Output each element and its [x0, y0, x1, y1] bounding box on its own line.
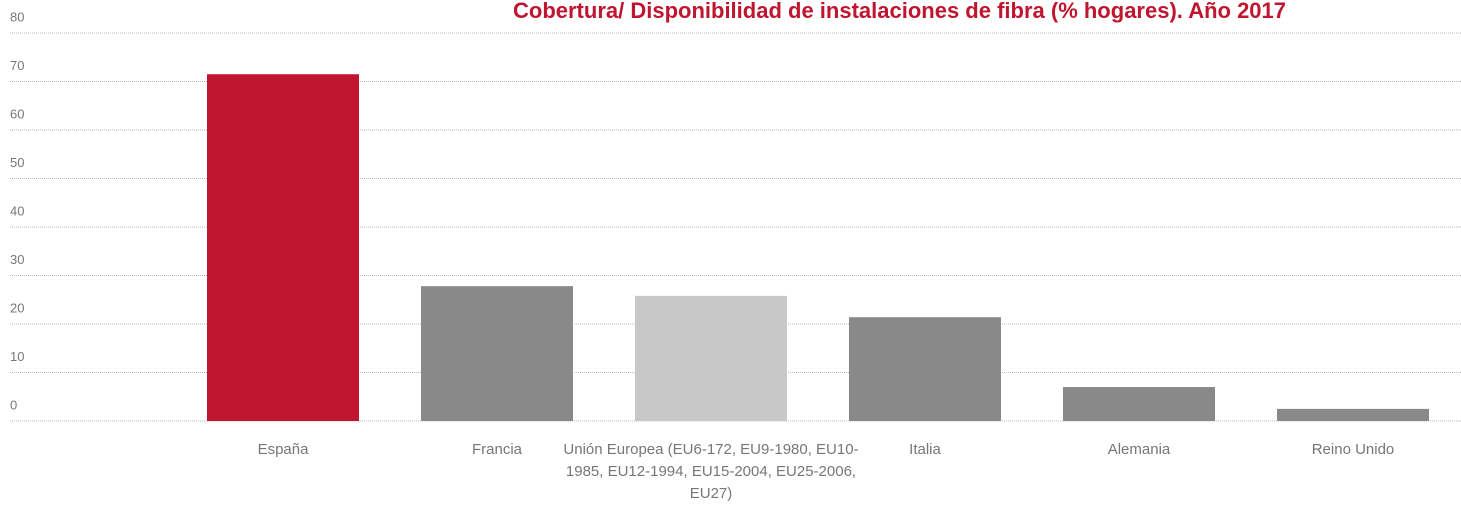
x-tick-label: Alemania [1107, 441, 1171, 458]
chart-title: Cobertura/ Disponibilidad de instalacion… [513, 0, 1286, 23]
bar [1277, 408, 1429, 421]
bar [849, 317, 1001, 421]
x-tick-label: España [257, 441, 309, 458]
bar [635, 295, 787, 421]
y-tick-label: 0 [10, 397, 17, 412]
y-tick-label: 30 [10, 252, 24, 267]
y-tick-label: 80 [10, 9, 24, 24]
x-tick-label: Reino Unido [1311, 441, 1395, 458]
bar [1063, 387, 1215, 421]
bar [421, 286, 573, 421]
x-tick-label: Italia [909, 441, 941, 458]
y-tick-label: 10 [10, 349, 24, 364]
y-tick-label: 20 [10, 300, 24, 315]
y-tick-label: 70 [10, 58, 24, 73]
bar [207, 74, 359, 421]
y-tick-label: 60 [10, 106, 24, 121]
x-tick-label: Unión Europea (EU6-172, EU9-1980, EU10-1… [563, 441, 859, 502]
x-tick-label: Francia [471, 441, 523, 458]
y-tick-label: 50 [10, 155, 24, 170]
y-tick-label: 40 [10, 203, 24, 218]
